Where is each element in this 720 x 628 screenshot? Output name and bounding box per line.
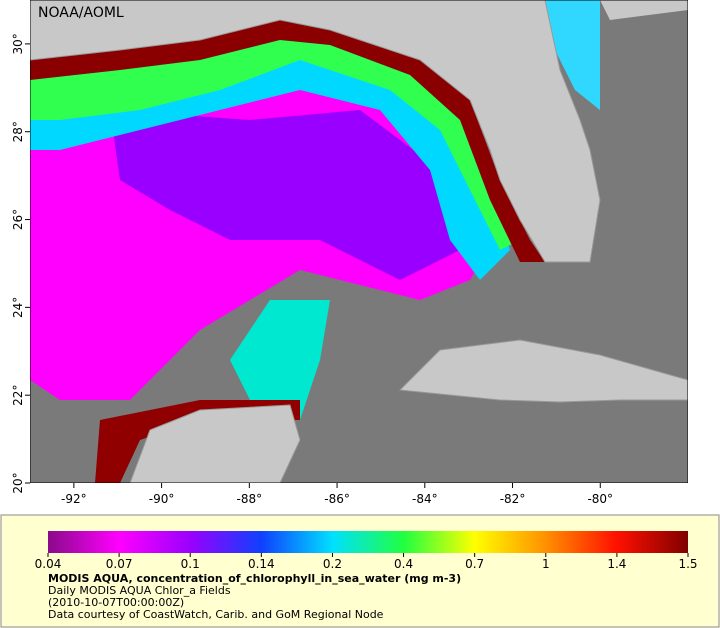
axes: -92° -90° -88° -86° -84° -82° -80° 20° 22° 24° 26°… (11, 33, 613, 506)
credit: NOAA/AOML (38, 5, 124, 21)
nearshore-water (30, 20, 545, 262)
lat-tick-label: 24° (11, 297, 25, 318)
usa-land (30, 0, 601, 263)
map (30, 0, 688, 483)
caption-line: Daily MODIS AQUA Chlor_a Fields (48, 584, 231, 597)
lon-tick-label: -82° (500, 492, 526, 506)
colorbar-tick-label: 1 (542, 557, 550, 571)
colorbar (48, 531, 688, 553)
lon-tick-label: -92° (61, 492, 87, 506)
yucatan-land (129, 404, 301, 483)
colorbar-tick-label: 1.4 (607, 557, 626, 571)
lat-tick-label: 26° (11, 209, 25, 230)
atlantic-edge (600, 0, 688, 20)
yucatan-coastal-water (95, 400, 300, 483)
lon-tick-label: -80° (587, 492, 613, 506)
caption-line: Data courtesy of CoastWatch, Carib. and … (48, 608, 384, 621)
lat-tick-label: 28° (11, 121, 25, 142)
coastal-water (30, 30, 520, 250)
colorbar-tick-label: 0.7 (465, 557, 484, 571)
colorbar-tick-label: 0.04 (35, 557, 62, 571)
yucatan-channel-water (230, 300, 330, 420)
cuba-land (398, 339, 688, 403)
atlantic-coastal-water (540, 0, 600, 110)
colorbar-tick-label: 0.4 (394, 557, 413, 571)
lat-tick-label: 20° (11, 472, 25, 493)
deep-water (110, 110, 460, 280)
colorbar-tick-label: 0.1 (181, 557, 200, 571)
colorbar-tick-label: 0.2 (323, 557, 342, 571)
lon-tick-label: -84° (412, 492, 438, 506)
lon-tick-label: -86° (324, 492, 350, 506)
caption-title: MODIS AQUA, concentration_of_chlorophyll… (48, 572, 461, 585)
lon-tick-label: -88° (237, 492, 263, 506)
caption-line: (2010-10-07T00:00:00Z) (48, 596, 184, 609)
colorbar-tick-label: 0.14 (248, 557, 275, 571)
lat-tick-label: 22° (11, 385, 25, 406)
lon-tick-label: -90° (149, 492, 175, 506)
colorbar-tick-label: 1.5 (678, 557, 697, 571)
colorbar-tick-label: 0.07 (106, 557, 133, 571)
lat-tick-label: 30° (11, 33, 25, 54)
colorbar-ticks: 0.04 0.07 0.1 0.14 0.2 0.4 0.7 1 1.4 1.5 (35, 553, 698, 571)
